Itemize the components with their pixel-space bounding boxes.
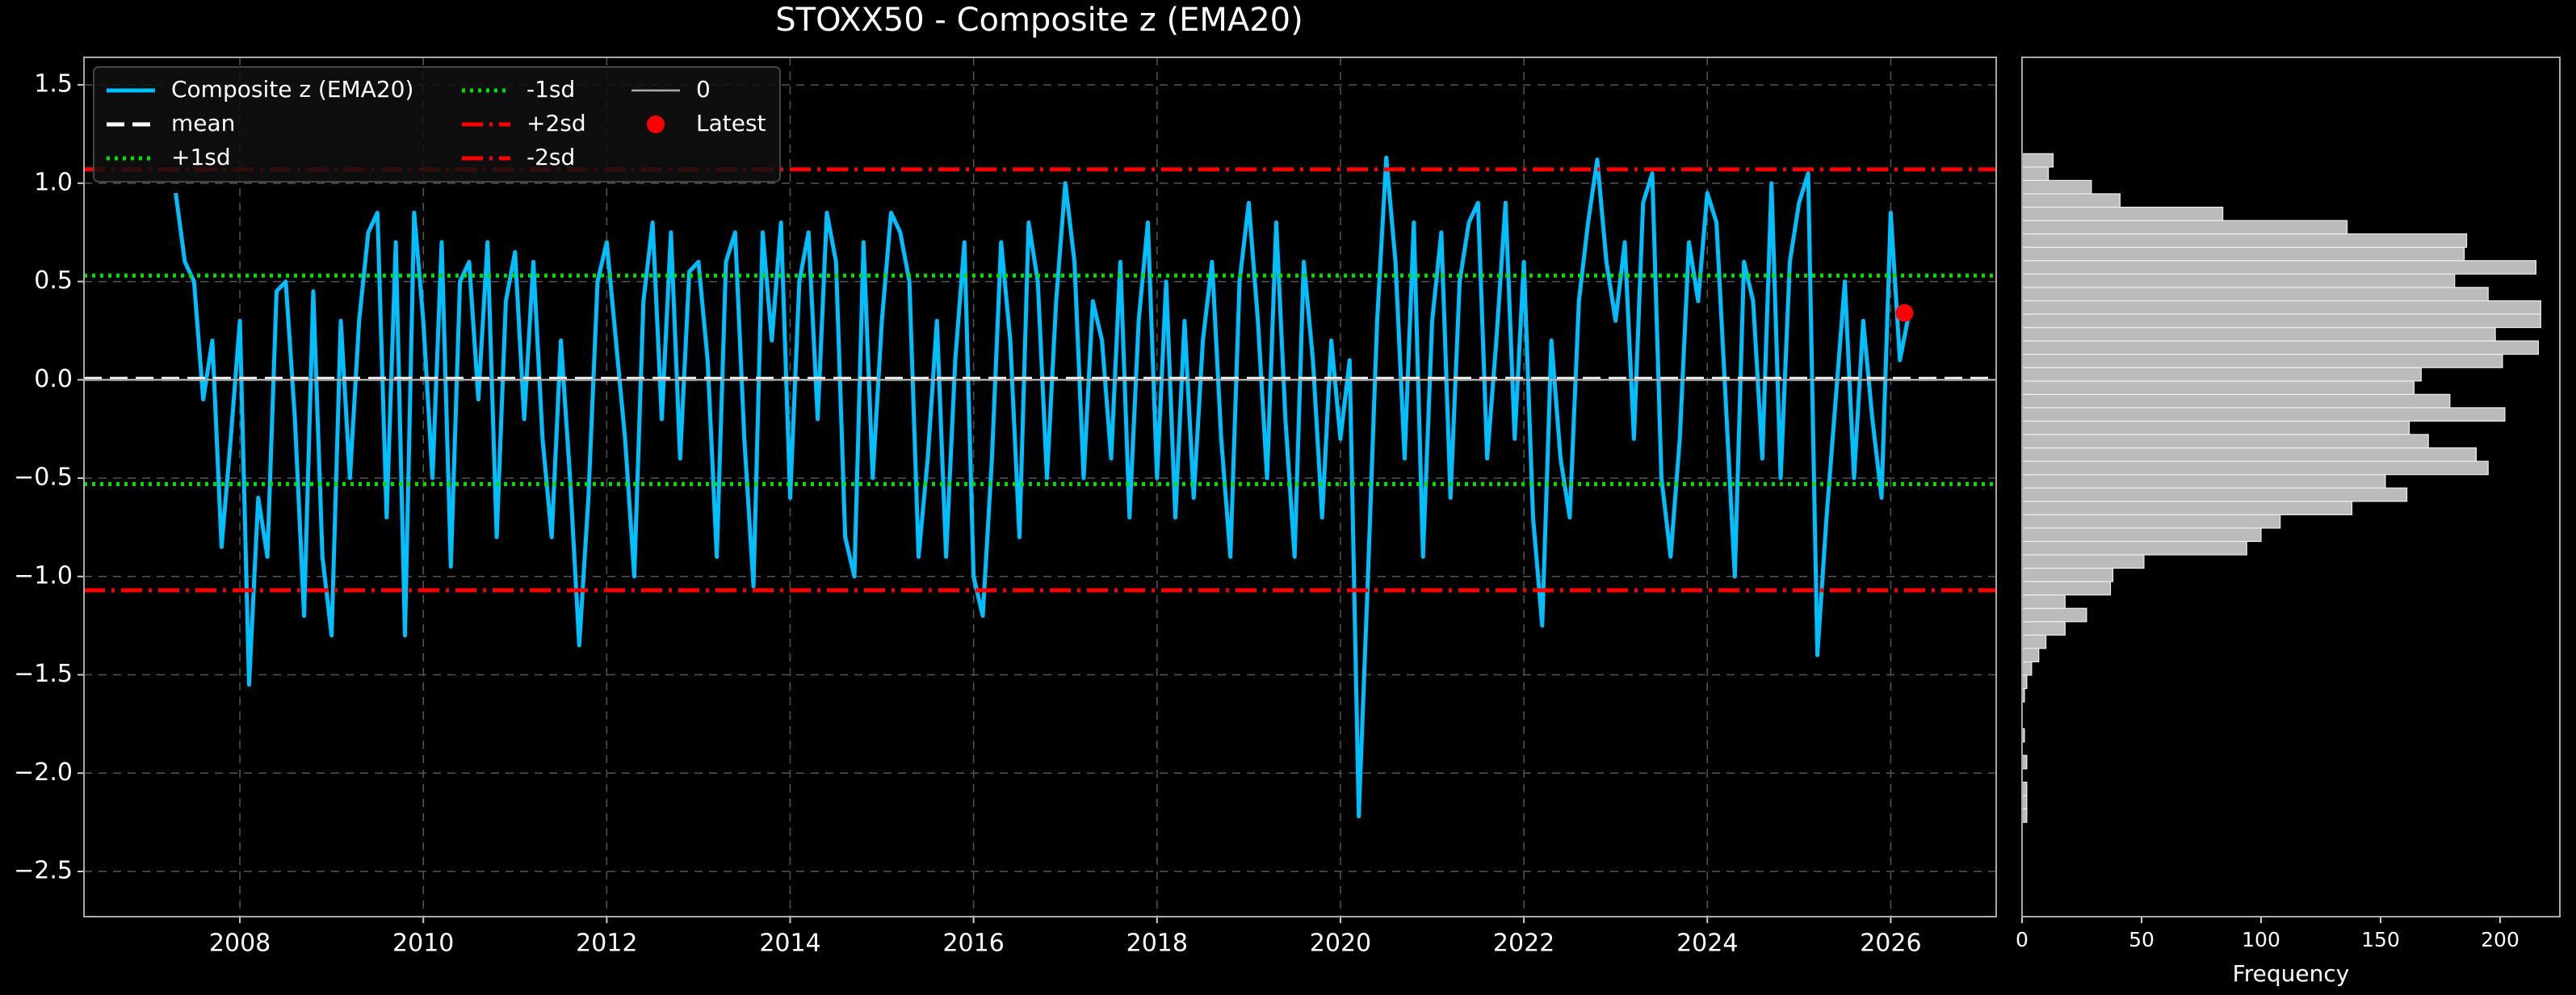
histogram-bar [2021, 313, 2541, 329]
y-tick-label: 1.0 [34, 168, 73, 196]
histogram-bar [2021, 621, 2066, 636]
histogram-bar [2021, 340, 2539, 355]
legend-box [93, 66, 781, 183]
histogram-bar [2021, 487, 2408, 502]
x-tick-label: 2024 [1676, 930, 1738, 958]
histogram-bar [2021, 206, 2224, 221]
histogram-bar [2021, 354, 2503, 368]
x-axis-label: Frequency [2233, 960, 2350, 987]
histogram-bar [2021, 567, 2114, 582]
x-tick-label: 2010 [392, 930, 454, 958]
legend-label: 0 [696, 76, 711, 103]
x-tick-label: 2016 [942, 930, 1004, 958]
histogram-bar [2021, 607, 2087, 623]
y-tick-label: −0.5 [14, 464, 73, 492]
legend-label: Composite z (EMA20) [171, 76, 413, 103]
histogram-bar [2021, 661, 2033, 676]
histogram-bar [2021, 634, 2047, 649]
axes-frame [2021, 57, 2561, 917]
histogram-bar [2021, 380, 2415, 395]
legend-label: -1sd [527, 76, 575, 103]
x-tick-label: 2022 [1493, 930, 1554, 958]
x-tick-label: 2014 [759, 930, 820, 958]
latest-point [1895, 304, 1914, 322]
y-tick-label: 0.5 [34, 267, 73, 295]
histogram-bar [2021, 153, 2054, 168]
histogram-bar [2021, 594, 2066, 609]
legend-label: mean [171, 110, 235, 136]
histogram-bar [2021, 367, 2422, 382]
legend-label: -2sd [527, 144, 575, 170]
legend-label: +2sd [527, 110, 586, 136]
histogram-bar [2021, 420, 2410, 435]
y-tick-label: −2.0 [14, 758, 73, 787]
x-tick-label: 100 [2242, 928, 2280, 951]
histogram-bar [2021, 260, 2537, 275]
histogram-bar [2021, 447, 2477, 462]
y-tick-label: 1.5 [34, 70, 73, 99]
axes-frame [83, 57, 1997, 917]
histogram-bar [2021, 273, 2456, 288]
x-tick-label: 50 [2129, 928, 2154, 951]
x-tick-label: 2012 [576, 930, 637, 958]
histogram-bar [2021, 527, 2262, 543]
histogram-bar [2021, 166, 2049, 182]
histogram-bar [2021, 179, 2092, 195]
histogram-bar [2021, 501, 2353, 515]
histogram-bar [2021, 474, 2386, 489]
y-tick-label: −1.5 [14, 660, 73, 688]
x-tick-label: 0 [2016, 928, 2028, 951]
histogram-bar [2021, 193, 2121, 208]
histogram-bar [2021, 393, 2451, 409]
histogram-bar [2021, 233, 2468, 248]
x-tick-label: 200 [2481, 928, 2519, 951]
x-tick-label: 2020 [1310, 930, 1371, 958]
legend-label: +1sd [171, 144, 231, 170]
plot-area [84, 155, 1996, 819]
histogram-bar [2021, 554, 2145, 569]
y-tick-label: 0.0 [34, 365, 73, 393]
histogram-bar [2021, 581, 2112, 596]
x-tick-label: 2026 [1860, 930, 1921, 958]
histogram-bar [2021, 220, 2348, 235]
x-tick-label: 2018 [1126, 930, 1188, 958]
histogram-bar [2021, 460, 2489, 476]
histogram-bar [2021, 326, 2496, 342]
histogram-bar [2021, 648, 2040, 663]
histogram-bar [2021, 407, 2506, 422]
x-tick-label: 150 [2361, 928, 2400, 951]
x-tick-label: 2008 [209, 930, 271, 958]
histogram-bar [2021, 246, 2465, 262]
chart-title: STOXX50 - Composite z (EMA20) [775, 2, 1303, 39]
histogram-bar [2021, 300, 2541, 315]
histogram-bar [2021, 540, 2247, 556]
histogram-bar [2021, 434, 2429, 449]
legend-swatch [647, 115, 665, 133]
legend-label: Latest [696, 110, 766, 136]
y-tick-label: −2.5 [14, 857, 73, 885]
histogram-bar [2021, 287, 2489, 302]
histogram-bar [2021, 514, 2281, 529]
y-tick-label: −1.0 [14, 561, 73, 590]
